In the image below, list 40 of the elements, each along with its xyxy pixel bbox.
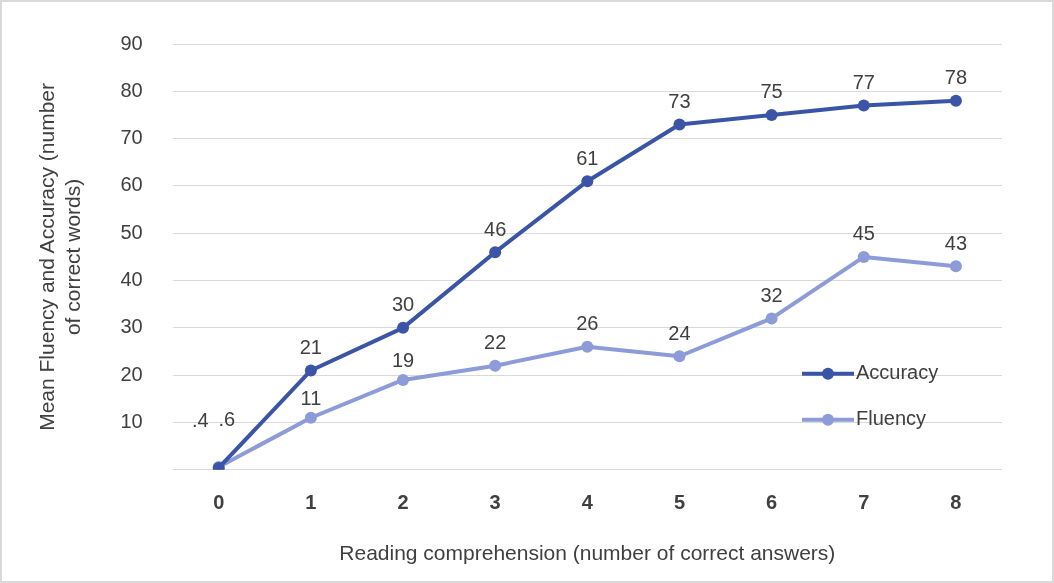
legend-label: Fluency (856, 407, 927, 430)
y-tick-label: 90 (120, 31, 143, 54)
data-label: 26 (576, 312, 599, 335)
y-tick-label: 50 (120, 220, 143, 243)
data-label: 46 (484, 217, 507, 240)
x-tick-label: 0 (213, 491, 225, 514)
legend-label: Accuracy (856, 361, 939, 384)
data-label: 19 (391, 349, 415, 372)
data-label: 73 (668, 89, 691, 112)
y-tick-label: 40 (120, 268, 143, 291)
y-axis-title: Mean Fluency and Accuracy (number of correct words) (35, 82, 84, 431)
data-label: .4 (192, 409, 209, 432)
x-tick-label: 8 (950, 491, 962, 514)
x-tick-label: 6 (766, 491, 778, 514)
x-tick-label: 3 (489, 491, 501, 514)
y-tick-label: 70 (120, 126, 143, 149)
x-tick-label: 1 (305, 491, 317, 514)
data-label: 24 (668, 321, 691, 344)
data-label: 21 (299, 335, 322, 358)
data-label: 75 (760, 80, 783, 103)
x-tick-label: 2 (397, 491, 409, 514)
data-label: 45 (852, 222, 875, 245)
data-label: .6 (218, 408, 236, 431)
x-tick-label: 7 (858, 491, 870, 514)
y-tick-label: 30 (120, 315, 143, 338)
y-tick-label: 80 (120, 78, 143, 101)
x-axis-title: Reading comprehension (number of correct answers) (339, 541, 836, 565)
data-label: 22 (484, 331, 507, 354)
data-label: 30 (391, 293, 415, 316)
x-tick-label: 4 (581, 491, 594, 514)
data-label: 43 (944, 231, 968, 254)
data-label: 77 (852, 71, 875, 94)
y-tick-label: 20 (120, 362, 143, 385)
data-label: 61 (576, 146, 599, 169)
y-tick-label: 60 (120, 173, 143, 196)
x-tick-label: 5 (673, 491, 686, 514)
y-tick-label: 10 (120, 410, 143, 432)
data-label: 32 (760, 283, 783, 306)
data-label: 11 (300, 387, 322, 410)
data-label: 78 (944, 66, 968, 89)
